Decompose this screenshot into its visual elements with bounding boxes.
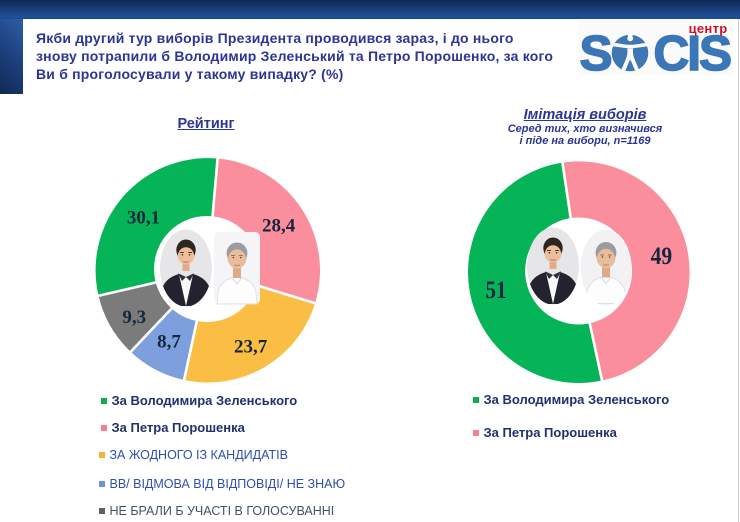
svg-text:9,3: 9,3	[122, 307, 146, 328]
svg-text:23,7: 23,7	[234, 336, 268, 357]
svg-text:28,4: 28,4	[262, 216, 296, 237]
svg-text:CIS: CIS	[654, 26, 732, 81]
svg-text:51: 51	[486, 275, 507, 304]
svg-text:центр: центр	[689, 21, 728, 36]
svg-text:S: S	[580, 26, 613, 81]
svg-text:8,7: 8,7	[157, 331, 181, 352]
svg-text:49: 49	[651, 241, 673, 270]
svg-text:30,1: 30,1	[127, 207, 160, 228]
